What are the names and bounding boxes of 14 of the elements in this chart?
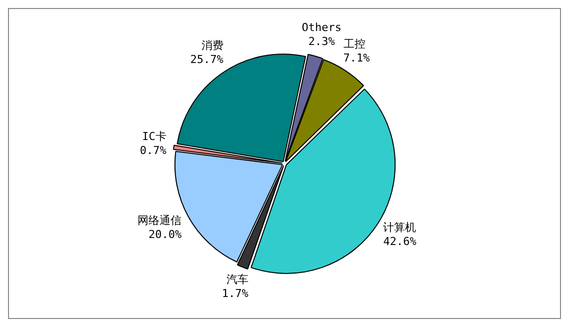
data-label: 7.1% xyxy=(343,51,370,64)
slice-label: 计算机 xyxy=(383,220,416,234)
data-label: 20.0% xyxy=(148,228,182,241)
slice-label: IC卡 xyxy=(142,130,166,144)
slice-label: 工控 xyxy=(343,37,366,50)
data-label: 2.3% xyxy=(308,35,336,48)
data-label: 25.7% xyxy=(190,52,224,66)
slice-label: 汽车 xyxy=(226,273,248,286)
data-label: 42.6% xyxy=(383,234,417,248)
slice-label: Others xyxy=(302,21,342,34)
slice-label: 网络通信 xyxy=(138,214,182,227)
data-label: 1.7% xyxy=(222,287,249,300)
slice-label: 消费 xyxy=(201,38,224,52)
data-label: 0.7% xyxy=(140,144,167,158)
